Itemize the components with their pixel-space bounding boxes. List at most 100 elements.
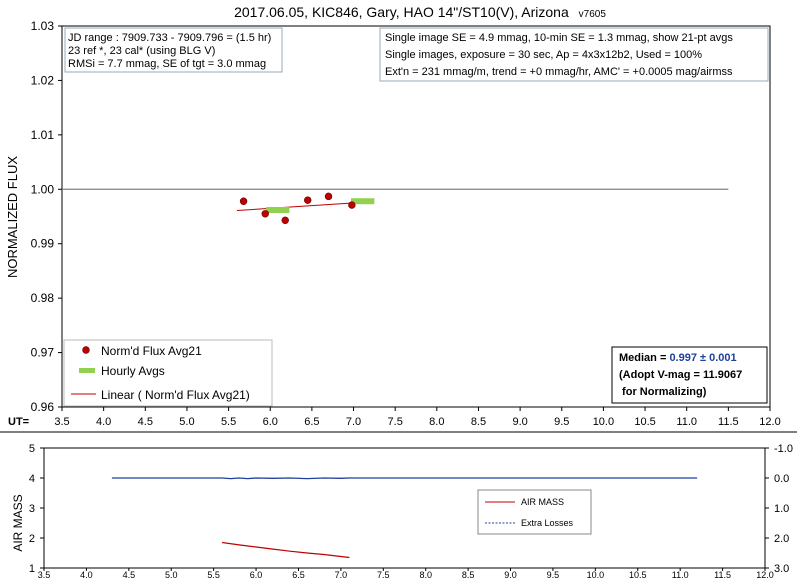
top-y-tick-label: 0.96 <box>31 400 55 414</box>
top-x-tick-label: 4.5 <box>138 416 153 428</box>
bottom-x-tick-label: 4.5 <box>123 570 136 580</box>
air-mass-line <box>222 541 350 559</box>
info-right-line-2: Single images, exposure = 30 sec, Ap = 4… <box>385 49 702 61</box>
bottom-x-tick-label: 7.5 <box>377 570 390 580</box>
bottom-x-tick-label: 8.5 <box>462 570 475 580</box>
info-left-line-3: RMSi = 7.7 mmag, SE of tgt = 3.0 mmag <box>68 58 266 70</box>
info-left-line-2: 23 ref *, 23 cal* (using BLG V) <box>68 45 215 57</box>
top-y-tick-label: 1.02 <box>31 73 55 87</box>
bottom-plot-area <box>43 447 766 569</box>
bottom-x-tick-label: 6.0 <box>250 570 263 580</box>
bottom-x-tick-label: 8.0 <box>419 570 432 580</box>
top-x-tick-label: 7.5 <box>388 416 403 428</box>
bottom-y-tick-label: 2 <box>29 533 35 545</box>
bottom-x-ticks: 3.5 4.0 4.5 5.0 5.5 6.0 6.5 7.0 7.5 8.0 8.5 9.0 9.5 1… <box>38 568 774 580</box>
top-y-tick-label: 1.01 <box>31 128 55 142</box>
bottom-y-tick-label: 3 <box>29 503 35 515</box>
legend-losses-label: Extra Losses <box>521 518 574 528</box>
top-x-tick-label: 3.5 <box>54 416 69 428</box>
bottom-x-tick-label: 10.0 <box>587 570 605 580</box>
top-y-tick-label: 0.99 <box>31 237 55 251</box>
bottom-y2-tick-label: 0.0 <box>774 473 789 485</box>
info-right-line-3: Ext'n = 231 mmag/m, trend = +0 mmag/hr, … <box>385 66 733 78</box>
bottom-x-tick-label: 3.5 <box>38 570 51 580</box>
flux-point <box>261 210 269 218</box>
top-x-tick-label: 5.0 <box>179 416 194 428</box>
bottom-y-axis-label: AIR MASS <box>11 494 25 551</box>
legend-flux-marker <box>82 346 90 354</box>
median-line-1: Median = 0.997 ± 0.001 <box>619 352 737 364</box>
info-right-line-1: Single image SE = 4.9 mmag, 10-min SE = … <box>385 32 733 44</box>
info-left-line-1: JD range : 7909.733 - 7909.796 = (1.5 hr… <box>68 32 271 44</box>
top-x-tick-label: 6.5 <box>304 416 319 428</box>
bottom-x-tick-label: 5.5 <box>207 570 220 580</box>
bottom-x-tick-label: 5.0 <box>165 570 178 580</box>
flux-point <box>348 201 356 209</box>
flux-point <box>304 196 312 204</box>
top-x-tick-label: 8.0 <box>429 416 444 428</box>
legend-airmass-label: AIR MASS <box>521 497 564 507</box>
bottom-y-ticks: 1 2 3 4 5 <box>29 443 44 575</box>
top-y-tick-label: 0.97 <box>31 346 55 360</box>
bottom-x-tick-label: 10.5 <box>629 570 647 580</box>
top-x-tick-label: 4.0 <box>96 416 111 428</box>
bottom-x-tick-label: 9.5 <box>547 570 560 580</box>
top-x-tick-label: 10.5 <box>634 416 655 428</box>
top-y-tick-label: 1.00 <box>31 182 55 196</box>
top-y-tick-label: 0.98 <box>31 291 55 305</box>
bottom-y2-tick-label: 1.0 <box>774 503 789 515</box>
top-x-tick-label: 11.0 <box>676 416 697 428</box>
bottom-x-tick-label: 11.5 <box>714 570 731 580</box>
legend-hourly-label: Hourly Avgs <box>101 364 165 378</box>
flux-point <box>281 216 289 225</box>
bottom-y2-tick-label: 2.0 <box>774 533 789 545</box>
chart-title: 2017.06.05, KIC846, Gary, HAO 14"/ST10(V… <box>234 4 606 20</box>
bottom-y-tick-label: 5 <box>29 443 35 455</box>
top-legend <box>63 339 273 407</box>
bottom-x-tick-label: 4.0 <box>80 570 93 580</box>
bottom-x-tick-label: 9.0 <box>504 570 517 580</box>
bottom-x-tick-label: 6.5 <box>292 570 305 580</box>
top-x-tick-label: 5.5 <box>221 416 236 428</box>
bottom-x-tick-label: 12.0 <box>756 570 774 580</box>
chart-title-suffix: v7605 <box>579 9 607 20</box>
top-x-ticks: 3.5 4.0 4.5 5.0 5.5 6.0 6.5 7.0 7.5 8.0 8.5 9.0 9.5 1… <box>54 407 781 428</box>
median-label: Median = <box>619 352 669 364</box>
top-series-layer <box>236 192 375 225</box>
top-x-tick-label: 9.0 <box>512 416 527 428</box>
bottom-y2-tick-label: -1.0 <box>774 443 793 455</box>
chart-title-main: 2017.06.05, KIC846, Gary, HAO 14"/ST10(V… <box>234 4 569 20</box>
bottom-legend <box>477 489 592 535</box>
top-x-tick-label: 12.0 <box>759 416 780 428</box>
median-line-2: (Adopt V-mag = 11.9067 <box>619 369 742 381</box>
top-y-ticks: 0.96 0.97 0.98 0.99 1.00 1.01 1.02 1.03 <box>31 19 62 414</box>
bottom-x-tick-label: 7.0 <box>335 570 348 580</box>
bottom-series-layer <box>111 477 698 559</box>
top-x-tick-label: 8.5 <box>471 416 486 428</box>
flux-point <box>324 192 333 201</box>
top-plot-area <box>61 25 771 408</box>
median-value: 0.997 ± 0.001 <box>669 352 736 364</box>
median-line-3: for Normalizing) <box>619 386 707 398</box>
bottom-y-tick-label: 1 <box>29 563 35 575</box>
top-x-tick-label: 11.5 <box>718 416 739 428</box>
bottom-y2-tick-label: 3.0 <box>774 563 789 575</box>
top-x-tick-label: 6.0 <box>263 416 278 428</box>
top-x-tick-label: 7.0 <box>346 416 361 428</box>
bottom-x-tick-label: 11.0 <box>672 570 689 580</box>
info-box-right <box>379 27 769 82</box>
x-axis-prefix: UT= <box>8 416 29 428</box>
legend-linear-label: Linear ( Norm'd Flux Avg21) <box>101 388 250 402</box>
legend-flux-label: Norm'd Flux Avg21 <box>101 344 202 358</box>
flux-point <box>239 197 248 205</box>
top-y-axis-label: NORMALIZED FLUX <box>5 156 20 278</box>
linear-fit-line <box>236 201 362 212</box>
median-box <box>611 346 768 404</box>
extra-losses-line <box>111 477 698 480</box>
top-x-tick-label: 10.0 <box>593 416 614 428</box>
bottom-y-tick-label: 4 <box>29 473 35 485</box>
bottom-y2-ticks: -1.0 0.0 1.0 2.0 3.0 <box>765 443 793 575</box>
info-box-left <box>64 27 283 73</box>
